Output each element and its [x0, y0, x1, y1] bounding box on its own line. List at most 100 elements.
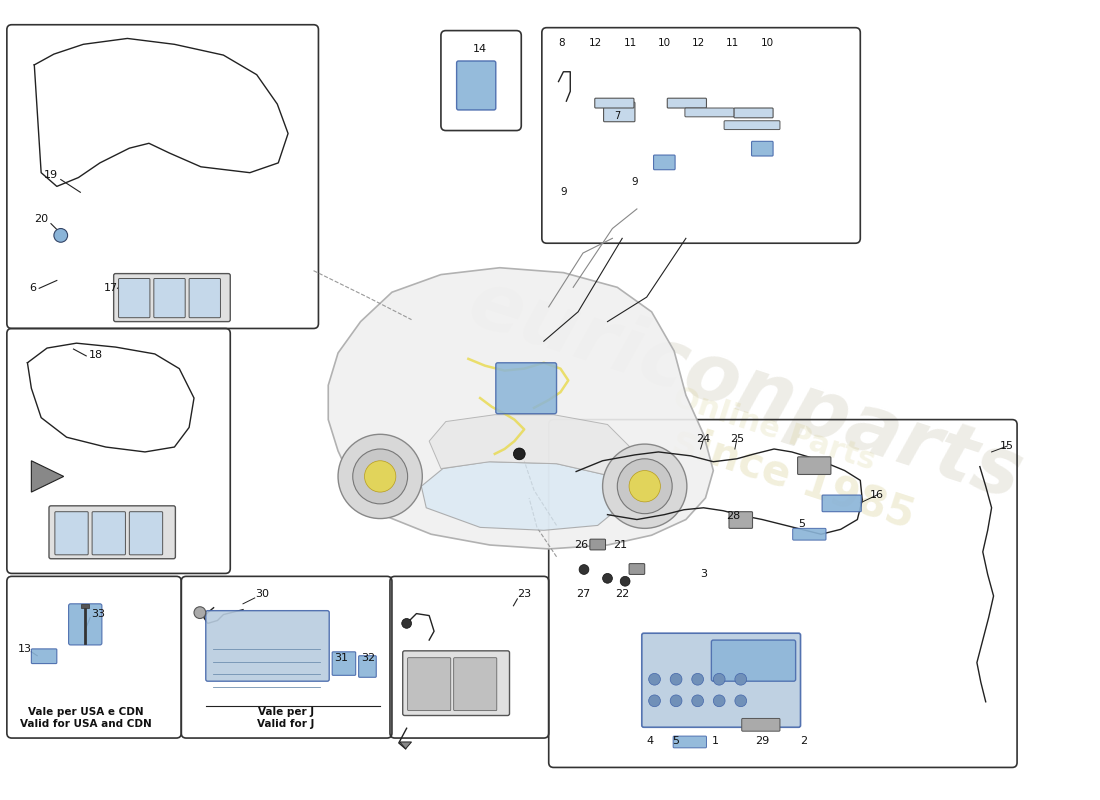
Text: 4: 4 — [646, 736, 653, 746]
FancyBboxPatch shape — [456, 61, 496, 110]
Text: 10: 10 — [658, 38, 671, 48]
Text: 5: 5 — [798, 519, 805, 530]
Text: 11: 11 — [624, 38, 637, 48]
Circle shape — [670, 674, 682, 685]
FancyBboxPatch shape — [798, 457, 830, 474]
Text: since 1985: since 1985 — [668, 419, 920, 538]
Polygon shape — [399, 742, 411, 749]
Circle shape — [603, 444, 686, 528]
Text: 8: 8 — [558, 38, 564, 48]
Circle shape — [353, 449, 408, 504]
Circle shape — [364, 461, 396, 492]
Text: 27: 27 — [576, 589, 590, 599]
Circle shape — [735, 695, 747, 706]
FancyBboxPatch shape — [189, 278, 220, 318]
Text: 29: 29 — [756, 736, 769, 746]
FancyBboxPatch shape — [590, 539, 605, 550]
FancyBboxPatch shape — [629, 564, 645, 574]
FancyBboxPatch shape — [595, 98, 634, 108]
Text: 31: 31 — [334, 653, 348, 662]
Text: 26: 26 — [574, 540, 589, 550]
FancyBboxPatch shape — [55, 512, 88, 555]
Circle shape — [713, 695, 725, 706]
Text: 14: 14 — [473, 44, 487, 54]
FancyBboxPatch shape — [332, 652, 355, 675]
Text: 28: 28 — [726, 510, 740, 521]
FancyBboxPatch shape — [113, 274, 230, 322]
Circle shape — [338, 434, 422, 518]
FancyBboxPatch shape — [119, 278, 150, 318]
FancyBboxPatch shape — [206, 610, 329, 682]
Text: 3: 3 — [700, 570, 707, 579]
Text: euriconparts: euriconparts — [458, 264, 1032, 517]
Circle shape — [620, 576, 630, 586]
Text: 13: 13 — [18, 644, 32, 654]
Text: 22: 22 — [615, 589, 629, 599]
Circle shape — [649, 695, 660, 706]
Text: 19: 19 — [44, 170, 58, 180]
Text: 1: 1 — [712, 736, 718, 746]
FancyBboxPatch shape — [92, 512, 125, 555]
Circle shape — [625, 466, 664, 506]
Text: 12: 12 — [692, 38, 705, 48]
Circle shape — [649, 674, 660, 685]
Circle shape — [670, 695, 682, 706]
Text: 17: 17 — [103, 283, 118, 294]
Text: 16: 16 — [870, 490, 884, 500]
FancyBboxPatch shape — [673, 736, 706, 748]
Text: Vale per J: Vale per J — [258, 706, 315, 717]
FancyBboxPatch shape — [751, 142, 773, 156]
Text: 6: 6 — [29, 283, 36, 294]
FancyBboxPatch shape — [734, 108, 773, 118]
Text: 24: 24 — [696, 434, 711, 444]
Text: 20: 20 — [34, 214, 48, 224]
Text: 9: 9 — [631, 178, 638, 187]
FancyBboxPatch shape — [741, 718, 780, 731]
Circle shape — [713, 674, 725, 685]
FancyBboxPatch shape — [793, 528, 826, 540]
FancyBboxPatch shape — [408, 658, 451, 710]
Circle shape — [194, 606, 206, 618]
Text: 12: 12 — [590, 38, 603, 48]
Circle shape — [579, 565, 588, 574]
FancyBboxPatch shape — [68, 604, 102, 645]
FancyBboxPatch shape — [712, 640, 795, 682]
Text: 10: 10 — [761, 38, 773, 48]
FancyBboxPatch shape — [729, 512, 752, 528]
FancyBboxPatch shape — [604, 102, 635, 122]
FancyBboxPatch shape — [154, 278, 185, 318]
FancyBboxPatch shape — [32, 649, 57, 663]
Text: 2: 2 — [800, 736, 807, 746]
Text: 11: 11 — [726, 38, 739, 48]
FancyBboxPatch shape — [130, 512, 163, 555]
Circle shape — [402, 618, 411, 628]
FancyBboxPatch shape — [653, 155, 675, 170]
FancyBboxPatch shape — [403, 651, 509, 715]
FancyBboxPatch shape — [359, 656, 376, 678]
Polygon shape — [328, 268, 713, 549]
FancyBboxPatch shape — [496, 362, 557, 414]
FancyBboxPatch shape — [685, 108, 734, 117]
Text: 18: 18 — [89, 350, 103, 360]
Text: 5: 5 — [672, 736, 680, 746]
Text: 30: 30 — [255, 589, 270, 599]
FancyBboxPatch shape — [724, 121, 780, 130]
Circle shape — [514, 448, 525, 460]
Circle shape — [692, 695, 704, 706]
Text: 33: 33 — [91, 609, 104, 618]
Polygon shape — [429, 414, 632, 477]
Circle shape — [54, 229, 67, 242]
Bar — [81, 604, 89, 608]
Text: 15: 15 — [1000, 441, 1014, 451]
Text: Online Parts: Online Parts — [669, 383, 879, 476]
Text: 25: 25 — [729, 434, 744, 444]
Text: 7: 7 — [614, 111, 620, 121]
Circle shape — [617, 458, 672, 514]
Circle shape — [361, 457, 399, 496]
Text: Valid for USA and CDN: Valid for USA and CDN — [21, 719, 152, 730]
Text: Vale per USA e CDN: Vale per USA e CDN — [29, 706, 144, 717]
FancyBboxPatch shape — [641, 634, 801, 727]
Text: Valid for J: Valid for J — [257, 719, 315, 730]
FancyBboxPatch shape — [50, 506, 175, 558]
Circle shape — [629, 470, 660, 502]
